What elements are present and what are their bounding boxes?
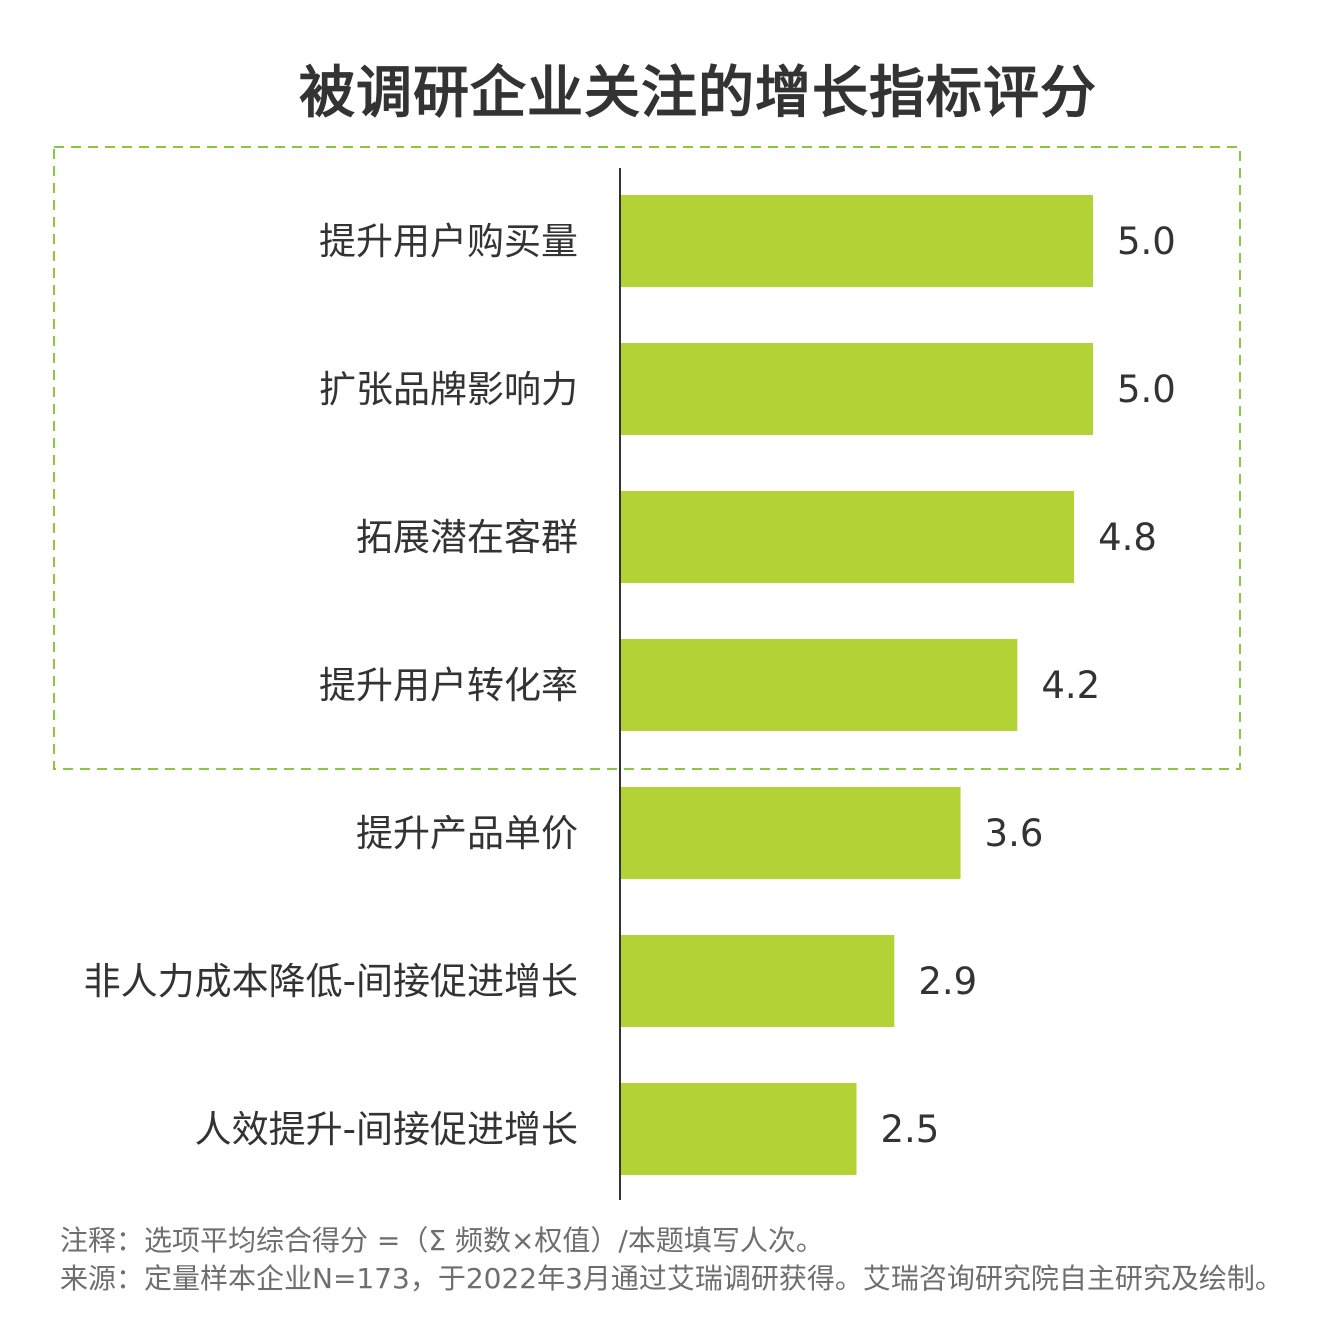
bar-4 [620, 639, 1018, 731]
value-label: 2.9 [918, 960, 977, 1003]
value-label: 5.0 [1117, 220, 1176, 263]
category-label: 提升用户转化率 [319, 664, 578, 707]
category-label: 人效提升-间接促进增长 [195, 1108, 578, 1151]
note-line: 注释：选项平均综合得分 =（Σ 频数×权值）/本题填写人次。 [60, 1224, 824, 1257]
category-label: 拓展潜在客群 [356, 516, 578, 559]
bar-3 [620, 491, 1075, 583]
value-label: 5.0 [1117, 368, 1176, 411]
bar-6 [620, 935, 895, 1027]
value-label: 2.5 [881, 1108, 940, 1151]
category-label: 非人力成本降低-间接促进增长 [84, 960, 578, 1003]
footnotes: 注释：选项平均综合得分 =（Σ 频数×权值）/本题填写人次。 来源：定量样本企业… [60, 1222, 1300, 1298]
value-label: 3.6 [985, 812, 1044, 855]
highlight-box [53, 146, 1241, 770]
bar-5 [620, 787, 961, 879]
category-label: 扩张品牌影响力 [319, 368, 578, 411]
bar-2 [620, 343, 1093, 435]
chart-title: 被调研企业关注的增长指标评分 [299, 61, 1097, 126]
bar-7 [620, 1083, 857, 1175]
category-label: 提升产品单价 [356, 812, 578, 855]
value-label: 4.2 [1041, 664, 1100, 707]
value-label: 4.8 [1098, 516, 1157, 559]
bar-1 [620, 195, 1093, 287]
source-line: 来源：定量样本企业N=173，于2022年3月通过艾瑞调研获得。艾瑞咨询研究院自… [60, 1262, 1283, 1295]
category-label: 提升用户购买量 [319, 220, 578, 263]
